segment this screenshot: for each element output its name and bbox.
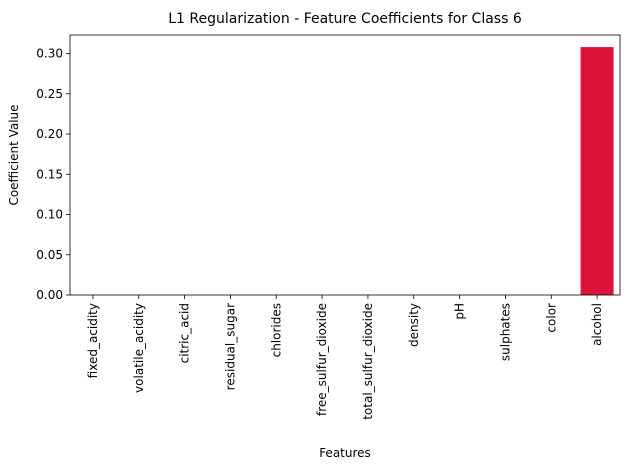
y-tick-label: 0.20 <box>36 127 63 141</box>
x-tick-label-density: density <box>407 303 421 347</box>
x-tick-label-free_sulfur_dioxide: free_sulfur_dioxide <box>315 303 329 416</box>
y-axis-label: Coefficient Value <box>7 104 21 205</box>
plot-border <box>69 34 621 296</box>
x-tick-label-chlorides: chlorides <box>269 303 283 357</box>
y-tick-label: 0.10 <box>36 208 63 222</box>
y-tick-label: 0.15 <box>36 167 63 181</box>
axes-frame <box>69 34 621 296</box>
x-tick-label-citric_acid: citric_acid <box>178 303 192 363</box>
bars-layer <box>580 47 614 295</box>
chart-title: L1 Regularization - Feature Coefficients… <box>168 11 522 27</box>
y-tick-label: 0.05 <box>36 248 63 262</box>
x-tick-label-pH: pH <box>453 303 467 320</box>
x-tick-label-total_sulfur_dioxide: total_sulfur_dioxide <box>361 303 375 420</box>
y-tick-label: 0.25 <box>36 87 63 101</box>
x-tick-label-volatile_acidity: volatile_acidity <box>132 303 146 393</box>
bar-alcohol <box>580 47 614 295</box>
y-tick-label: 0.00 <box>36 288 63 302</box>
x-tick-label-fixed_acidity: fixed_acidity <box>86 303 100 378</box>
x-tick-label-color: color <box>544 303 558 333</box>
x-tick-label-residual_sugar: residual_sugar <box>223 303 237 390</box>
x-axis-label: Features <box>319 446 371 460</box>
x-tick-label-alcohol: alcohol <box>590 303 604 346</box>
y-axis-ticks: 0.00 0.05 0.10 0.15 0.20 0.25 0.30 <box>36 47 70 302</box>
x-axis-ticks: fixed_acidity volatile_acidity citric_acid… <box>86 295 604 420</box>
x-tick-label-sulphates: sulphates <box>498 303 512 361</box>
y-tick-label: 0.30 <box>36 47 63 61</box>
